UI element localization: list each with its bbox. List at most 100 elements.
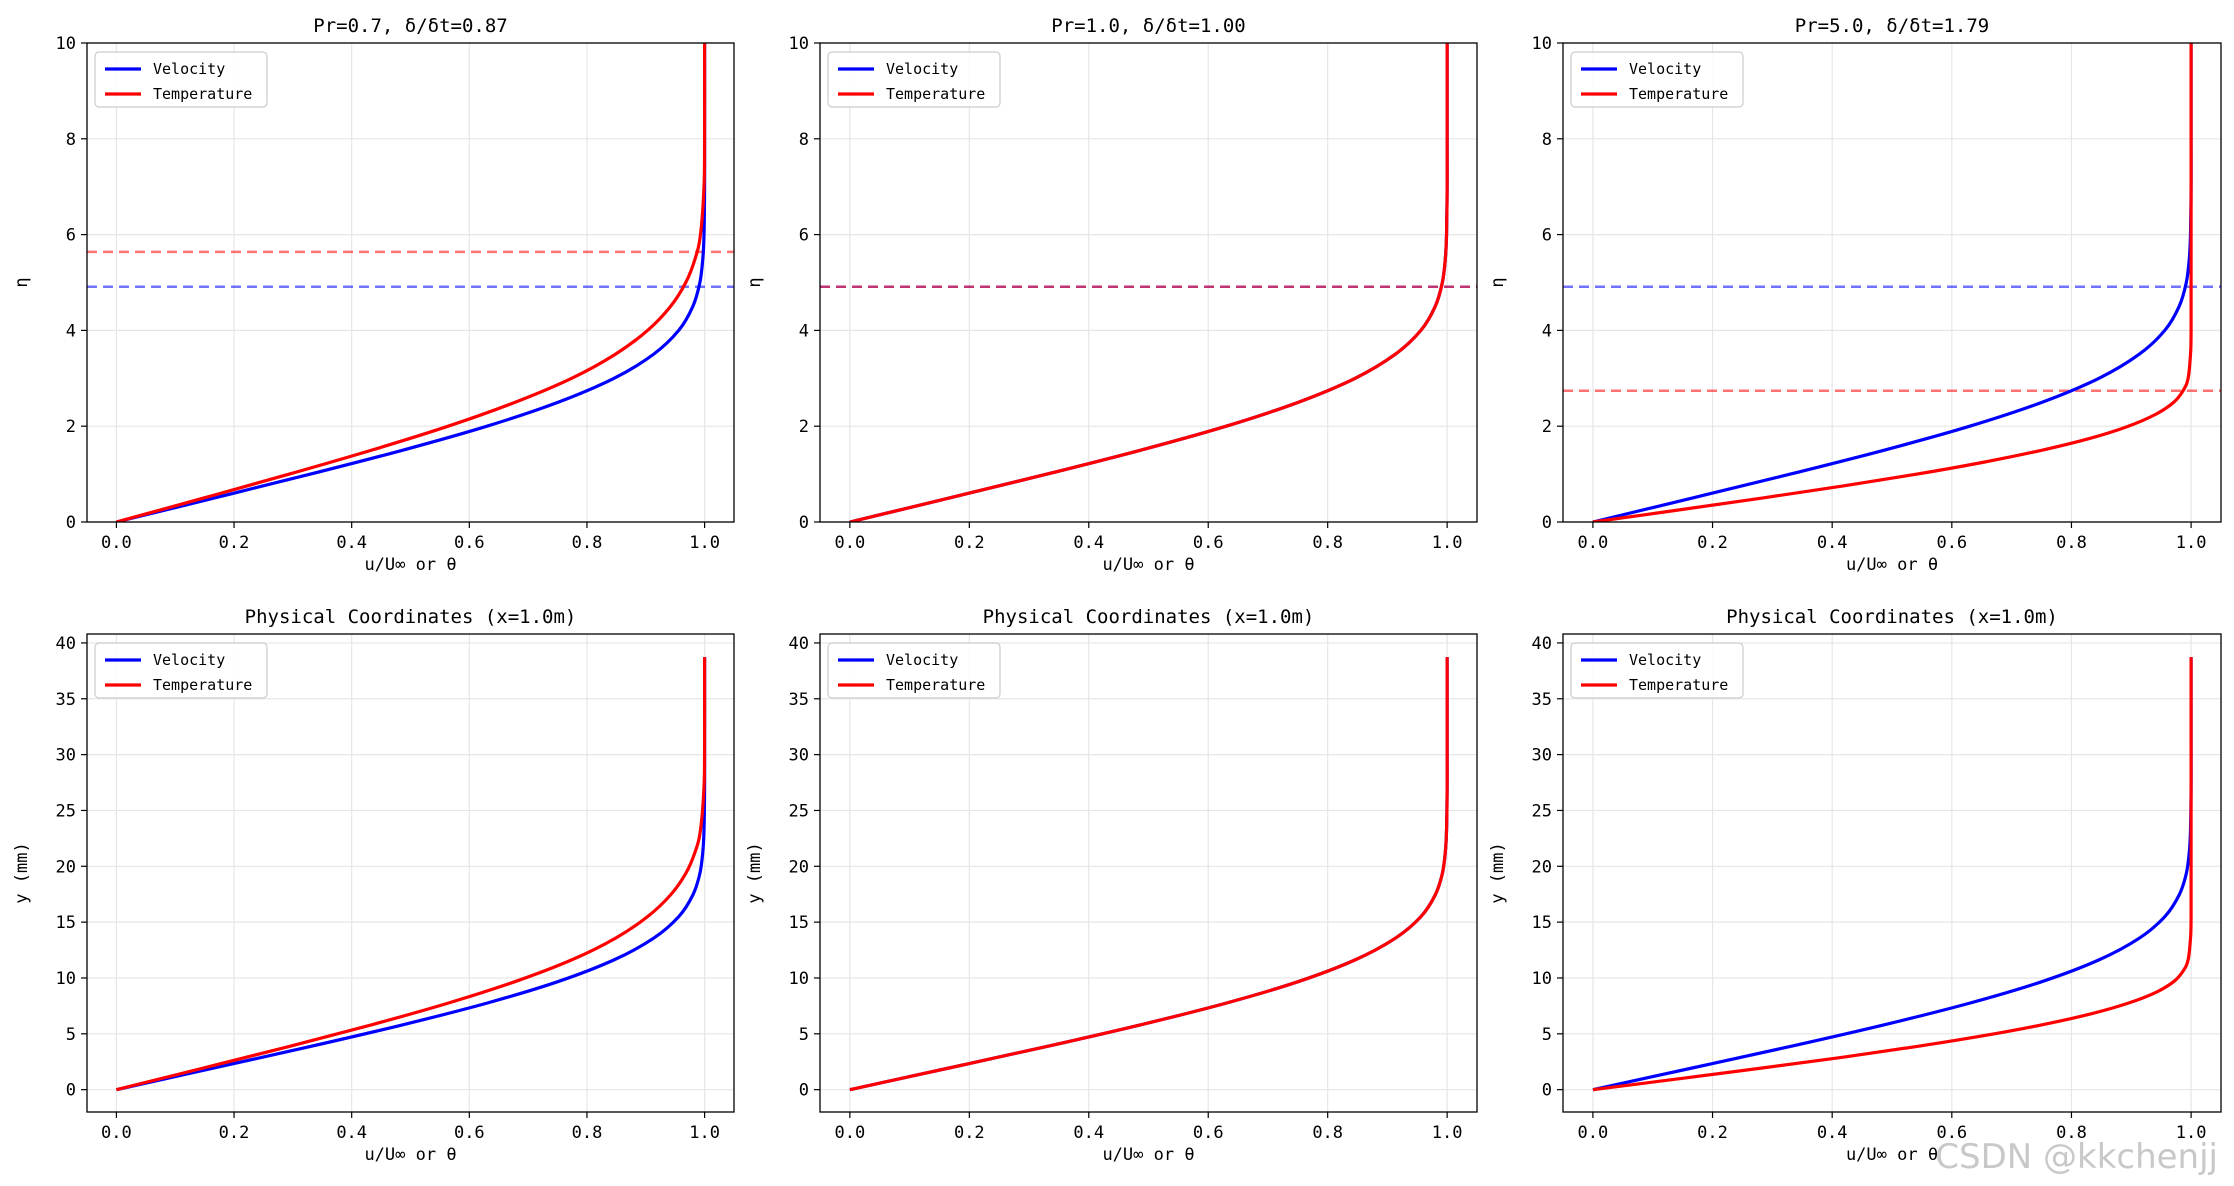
x-tick-label: 1.0 xyxy=(2176,1123,2207,1143)
y-tick-label: 8 xyxy=(66,130,76,150)
x-tick-label: 0.2 xyxy=(219,533,250,553)
plot-area xyxy=(1563,43,2221,522)
x-axis-label: u/U∞ or θ xyxy=(1846,555,1938,575)
x-tick-label: 0.0 xyxy=(835,533,866,553)
y-tick-label: 8 xyxy=(1542,130,1552,150)
x-tick-label: 0.6 xyxy=(1193,533,1224,553)
x-tick-label: 0.4 xyxy=(1817,1123,1848,1143)
y-tick-label: 4 xyxy=(1542,321,1552,341)
y-tick-label: 6 xyxy=(799,226,809,246)
y-tick-label: 0 xyxy=(66,1081,76,1101)
y-tick-label: 35 xyxy=(56,690,76,710)
y-tick-label: 0 xyxy=(799,1081,809,1101)
x-axis-label: u/U∞ or θ xyxy=(1102,555,1194,575)
y-tick-label: 5 xyxy=(66,1025,76,1045)
y-tick-label: 30 xyxy=(1532,746,1552,766)
x-tick-label: 0.8 xyxy=(2056,533,2087,553)
x-tick-label: 0.8 xyxy=(572,533,603,553)
legend-label: Temperature xyxy=(886,85,985,103)
x-tick-label: 1.0 xyxy=(1432,1123,1463,1143)
y-tick-label: 2 xyxy=(66,417,76,437)
x-tick-label: 0.4 xyxy=(1073,533,1104,553)
y-tick-label: 6 xyxy=(1542,226,1552,246)
legend-label: Velocity xyxy=(153,651,225,669)
series-line-temperature xyxy=(849,657,1449,1092)
chart-panel: 0.0 0.2 0.4 0.6 0.8 1.0 0 2 4 6 8 10 Pr=0.7, δ/δt=0.… xyxy=(12,15,735,575)
chart-panel: 0.0 0.2 0.4 0.6 0.8 1.0 0 5 10 15 20 25 30 35 40 Physic… xyxy=(12,606,735,1165)
legend: Velocity Temperature xyxy=(827,51,1001,108)
chart-panel: 0.0 0.2 0.4 0.6 0.8 1.0 0 2 4 6 8 10 Pr=5.0, δ/δt=1.… xyxy=(1488,15,2222,575)
x-tick-label: 0.4 xyxy=(1073,1123,1104,1143)
axes-frame xyxy=(1562,633,2222,1113)
chart-title: Physical Coordinates (x=1.0m) xyxy=(983,606,1315,628)
legend: Velocity Temperature xyxy=(1570,51,1744,108)
watermark: CSDN @kkchenjj xyxy=(1935,1137,2218,1177)
x-tick-label: 0.4 xyxy=(1817,533,1848,553)
x-tick-label: 0.2 xyxy=(219,1123,250,1143)
axes-frame xyxy=(819,633,1478,1113)
x-tick-label: 0.2 xyxy=(954,1123,985,1143)
y-tick-label: 15 xyxy=(1532,913,1552,933)
y-tick-label: 6 xyxy=(66,226,76,246)
y-tick-label: 35 xyxy=(1532,690,1552,710)
axes-frame xyxy=(1562,42,2222,523)
series-line-temperature xyxy=(1592,43,2193,522)
y-axis-label: η xyxy=(1488,277,1508,287)
y-tick-label: 30 xyxy=(56,746,76,766)
x-tick-label: 0.2 xyxy=(954,533,985,553)
chart-title: Pr=1.0, δ/δt=1.00 xyxy=(1051,15,1245,37)
y-tick-label: 10 xyxy=(1532,34,1552,54)
x-tick-label: 0.8 xyxy=(1312,533,1343,553)
x-axis-label: u/U∞ or θ xyxy=(1846,1145,1938,1165)
y-tick-label: 10 xyxy=(1532,969,1552,989)
plot-area xyxy=(849,657,1449,1092)
series-line-velocity xyxy=(116,43,707,522)
plot-area xyxy=(116,657,707,1092)
panels: 0.0 0.2 0.4 0.6 0.8 1.0 0 2 4 6 8 10 Pr=0.7, δ/δt=0.… xyxy=(12,15,2222,1165)
axes-frame xyxy=(86,633,735,1113)
y-tick-label: 20 xyxy=(1532,857,1552,877)
y-tick-label: 0 xyxy=(1542,513,1552,533)
y-axis-label: y (mm) xyxy=(745,842,765,903)
series-line-temperature xyxy=(116,657,707,1092)
legend-label: Temperature xyxy=(1629,85,1728,103)
legend-label: Temperature xyxy=(1629,676,1728,694)
chart-title: Pr=0.7, δ/δt=0.87 xyxy=(313,15,507,37)
y-tick-label: 25 xyxy=(1532,801,1552,821)
x-tick-label: 1.0 xyxy=(2176,533,2207,553)
x-tick-label: 0.2 xyxy=(1697,533,1728,553)
y-tick-label: 35 xyxy=(789,690,809,710)
y-axis-label: η xyxy=(745,277,765,287)
x-tick-label: 0.8 xyxy=(1312,1123,1343,1143)
y-tick-label: 10 xyxy=(56,969,76,989)
y-tick-label: 5 xyxy=(1542,1025,1552,1045)
x-tick-label: 0.0 xyxy=(101,533,132,553)
y-tick-label: 40 xyxy=(789,634,809,654)
x-tick-label: 0.8 xyxy=(572,1123,603,1143)
x-tick-label: 0.0 xyxy=(101,1123,132,1143)
legend: Velocity Temperature xyxy=(94,51,268,108)
y-axis-label: y (mm) xyxy=(12,842,32,903)
series-line-temperature xyxy=(849,43,1449,522)
y-tick-label: 30 xyxy=(789,746,809,766)
y-tick-label: 40 xyxy=(1532,634,1552,654)
x-tick-label: 0.6 xyxy=(454,1123,485,1143)
y-tick-label: 10 xyxy=(789,34,809,54)
y-tick-label: 0 xyxy=(1542,1081,1552,1101)
x-tick-label: 0.6 xyxy=(1193,1123,1224,1143)
x-tick-label: 1.0 xyxy=(1432,533,1463,553)
series-line-temperature xyxy=(115,43,707,522)
x-tick-label: 0.4 xyxy=(336,533,367,553)
legend-label: Velocity xyxy=(886,60,958,78)
chart-panel: 0.0 0.2 0.4 0.6 0.8 1.0 0 5 10 15 20 25 30 35 40 Physic… xyxy=(745,606,1478,1165)
y-tick-label: 0 xyxy=(799,513,809,533)
chart-title: Physical Coordinates (x=1.0m) xyxy=(1726,606,2058,628)
x-tick-label: 0.6 xyxy=(454,533,485,553)
x-tick-label: 0.0 xyxy=(1578,533,1609,553)
chart-panel: 0.0 0.2 0.4 0.6 0.8 1.0 0 2 4 6 8 10 Pr=1.0, δ/δt=1.… xyxy=(745,15,1478,575)
x-tick-label: 0.0 xyxy=(1578,1123,1609,1143)
axes-frame xyxy=(819,42,1478,523)
legend: Velocity Temperature xyxy=(827,642,1001,699)
x-tick-label: 0.4 xyxy=(336,1123,367,1143)
